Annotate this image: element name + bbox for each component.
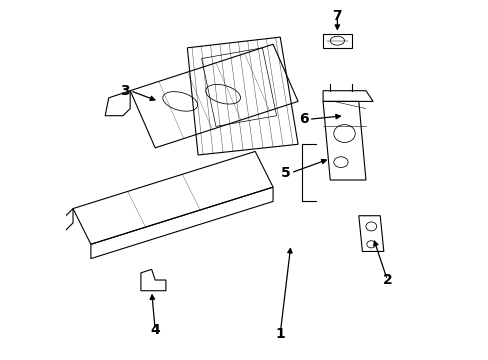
Text: 7: 7 (332, 9, 342, 23)
Text: 5: 5 (281, 166, 290, 180)
Text: 3: 3 (121, 84, 130, 98)
Text: 1: 1 (275, 327, 285, 341)
Text: 4: 4 (150, 323, 160, 337)
Text: 2: 2 (382, 273, 391, 287)
Text: 6: 6 (299, 112, 308, 126)
